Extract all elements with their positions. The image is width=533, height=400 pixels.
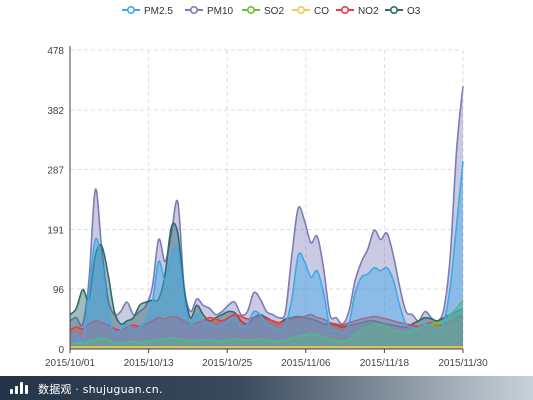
line-so2 [69, 299, 464, 345]
legend-marker-co [296, 6, 305, 15]
x-tick-label: 2015/10/01 [45, 358, 95, 369]
y-tick-label: 382 [47, 106, 64, 117]
x-tick-label: 2015/11/06 [281, 358, 331, 369]
bar-chart-logo-icon [10, 382, 32, 394]
legend-label-so2: SO2 [264, 6, 284, 17]
x-tick-label: 2015/10/25 [202, 358, 252, 369]
y-tick-label: 191 [47, 226, 64, 237]
legend-label-pm25: PM2.5 [144, 6, 173, 17]
y-tick-label: 96 [53, 285, 65, 296]
legend-label-no2: NO2 [358, 6, 379, 17]
legend-marker-o3 [389, 6, 398, 15]
line-no2 [69, 313, 464, 332]
legend-label-pm10: PM10 [207, 6, 234, 17]
legend-marker-so2 [247, 6, 256, 15]
x-tick-label: 2015/11/18 [360, 358, 410, 369]
y-tick-label: 287 [47, 165, 64, 176]
legend-marker-pm25 [127, 6, 136, 15]
line-o3 [69, 222, 464, 329]
area-pm10 [70, 86, 463, 350]
y-tick-label: 0 [58, 345, 64, 356]
legend: PM2.5 PM10 SO2 CO NO2 O3 [122, 6, 421, 17]
area-so2 [70, 300, 463, 349]
footer-bar: 数据观 · shujuguan.cn. [0, 376, 533, 400]
area-pm25 [70, 161, 463, 349]
footer-brand: 数据观 · shujuguan.cn. [38, 383, 163, 396]
legend-label-co: CO [314, 6, 329, 17]
grid-lines [70, 49, 464, 349]
line-pm25 [69, 161, 464, 343]
axes: 0 96 191 287 382 478 2015/10/01 2015/10/13 2015/… [45, 46, 488, 369]
area-no2 [70, 314, 463, 349]
air-quality-area-chart: PM2.5 PM10 SO2 CO NO2 O3 0 96 191 287 382 478 2015/… [45, 6, 488, 369]
x-tick-label: 2015/11/30 [438, 358, 488, 369]
y-tick-label: 478 [47, 46, 64, 57]
legend-marker-no2 [340, 6, 349, 15]
series-areas [69, 86, 464, 350]
line-pm10 [69, 86, 464, 327]
legend-marker-pm10 [190, 6, 199, 15]
legend-label-o3: O3 [407, 6, 421, 17]
x-tick-label: 2015/10/13 [124, 358, 174, 369]
